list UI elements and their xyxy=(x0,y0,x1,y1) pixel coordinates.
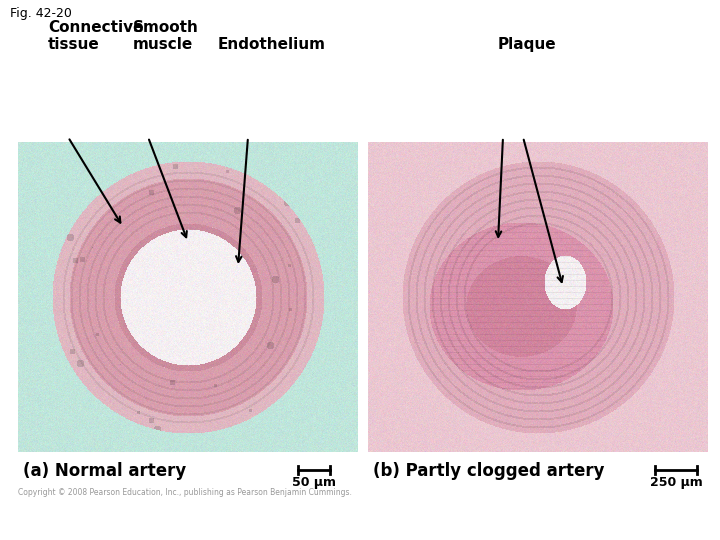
Text: (a) Normal artery: (a) Normal artery xyxy=(23,462,186,480)
Text: Connective
tissue: Connective tissue xyxy=(48,19,143,52)
Text: Endothelium: Endothelium xyxy=(218,37,326,52)
Text: Smooth
muscle: Smooth muscle xyxy=(133,19,199,52)
Text: Fig. 42-20: Fig. 42-20 xyxy=(10,7,72,20)
Text: 50 µm: 50 µm xyxy=(292,476,336,489)
Text: (b) Partly clogged artery: (b) Partly clogged artery xyxy=(373,462,605,480)
Text: 250 µm: 250 µm xyxy=(649,476,703,489)
Text: Plaque: Plaque xyxy=(498,37,557,52)
Text: Copyright © 2008 Pearson Education, Inc., publishing as Pearson Benjamin Cumming: Copyright © 2008 Pearson Education, Inc.… xyxy=(18,488,352,497)
